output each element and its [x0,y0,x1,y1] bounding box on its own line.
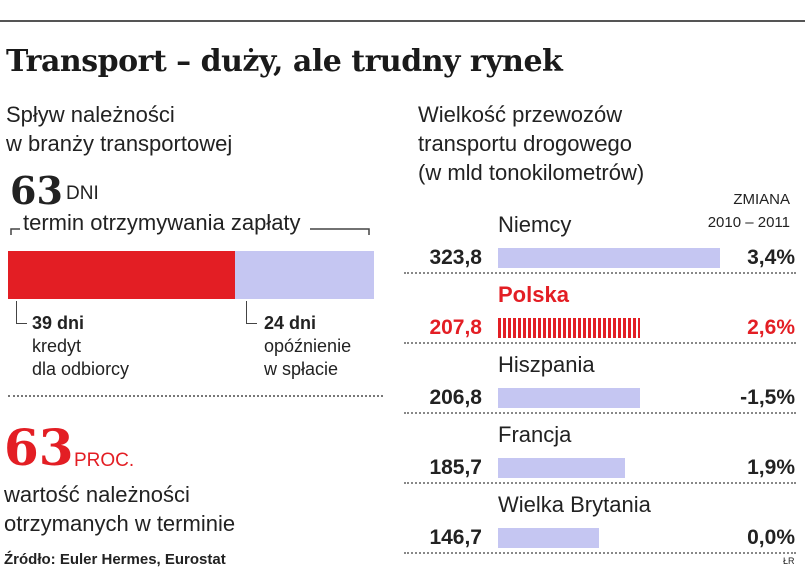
change-label: 0,0% [747,526,795,549]
delay-line1: opóźnienie [264,336,352,356]
percent-line2: otrzymanych w terminie [4,511,236,536]
change-label: 2,6% [747,316,795,339]
change-header-line2: 2010 – 2011 [707,214,790,231]
credit-label: 39 dni kredyt dla odbiorcy [32,312,129,381]
right-subtitle-line2: transportu drogowego [418,131,633,156]
left-divider [8,395,383,397]
delay-line2: w spłacie [264,359,339,379]
total-days-number: 63 [10,168,63,213]
credit-segment-bar [8,251,235,299]
change-label: -1,5% [740,386,795,409]
source-note: Źródło: Euler Hermes, Eurostat [4,551,226,568]
top-rule [0,20,805,22]
country-bar [498,248,720,268]
bracket-right [310,228,370,235]
country-label: Wielka Brytania [498,492,651,517]
change-header: ZMIANA 2010 – 2011 [640,188,790,234]
total-days-unit: DNI [66,183,99,204]
country-bar [498,318,640,338]
right-subtitle-line3: (w mld tonokilometrów) [418,160,645,185]
row-divider [404,272,796,274]
row-divider [404,342,796,344]
percent-number: 63 [4,418,74,477]
percent-line1: wartość należności [4,482,190,507]
credit-days: 39 dni [32,313,85,333]
value-label: 185,7 [429,456,482,479]
row-divider [404,412,796,414]
country-bar [498,458,625,478]
value-label: 207,8 [429,316,482,339]
country-bar [498,388,640,408]
credit-line1: kredyt [32,336,82,356]
value-label: 206,8 [429,386,482,409]
country-label: Francja [498,422,572,447]
delay-label: 24 dni opóźnienie w spłacie [264,312,351,381]
country-label: Polska [498,282,569,307]
infographic-title: Transport – duży, ale trudny rynek [6,44,563,79]
right-subtitle-line1: Wielkość przewozów [418,102,623,127]
total-days-label: termin otrzymywania zapłaty [20,210,304,236]
right-subtitle: Wielkość przewozów transportu drogowego … [418,100,644,187]
change-label: 1,9% [747,456,795,479]
delay-segment-bar [235,251,374,299]
change-header-line1: ZMIANA [733,191,790,208]
left-subtitle-line1: Spływ należności [6,102,175,127]
row-divider [404,552,796,554]
delay-days: 24 dni [264,313,317,333]
percent-description: wartość należności otrzymanych w termini… [4,480,235,538]
value-label: 146,7 [429,526,482,549]
left-subtitle: Spływ należności w branży transportowej [6,100,336,158]
change-label: 3,4% [747,246,795,269]
delay-pointer [246,301,257,324]
percent-unit: PROC. [74,450,135,471]
country-label: Hiszpania [498,352,595,377]
country-bar [498,528,599,548]
row-divider [404,482,796,484]
country-label: Niemcy [498,212,572,237]
left-subtitle-line2: w branży transportowej [6,131,233,156]
value-label: 323,8 [429,246,482,269]
credit-pointer [16,301,27,324]
credit-line2: dla odbiorcy [32,359,130,379]
author-credit: ŁR [783,556,795,566]
